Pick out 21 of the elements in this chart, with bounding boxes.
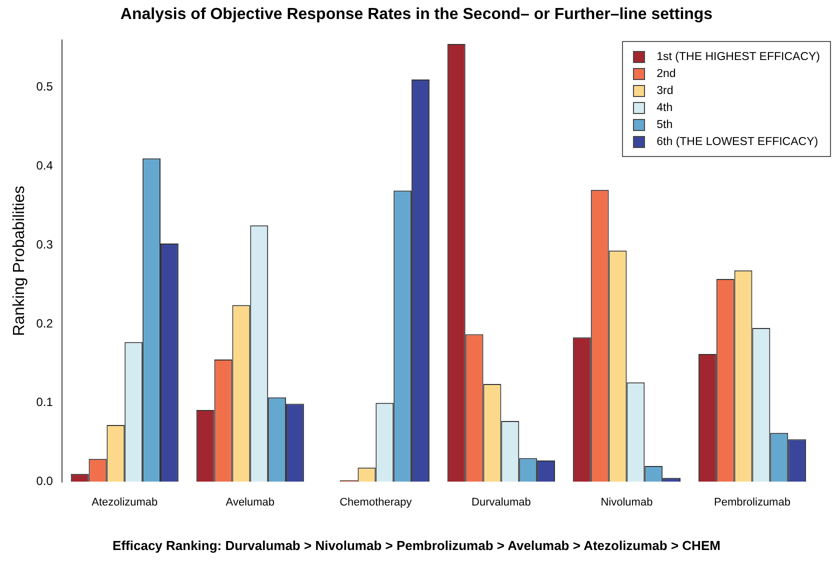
chart-title: Analysis of Objective Response Rates in the Second– or Further–line settings (119, 6, 714, 24)
y-tick-label: 0.1 (36, 395, 54, 410)
x-tick-label: Chemotherapy (340, 496, 412, 508)
x-tick-label: Avelumab (226, 496, 275, 508)
x-tick-label: Durvalumab (472, 496, 531, 508)
legend-label: 6th (THE LOWEST EFFICACY) (656, 136, 818, 148)
x-tick-label: Pembrolizumab (714, 496, 790, 508)
legend-label: 4th (656, 102, 673, 114)
y-tick-label: 0.0 (36, 474, 54, 488)
y-tick-label: 0.2 (36, 316, 54, 330)
x-tick-label: Nivolumab (600, 496, 653, 508)
y-tick-label: 0.5 (36, 80, 54, 94)
x-tick-label: Atezolizumab (92, 496, 158, 508)
y-tick-label: 0.4 (36, 158, 54, 173)
y-axis-title: Ranking Probabilities (11, 186, 28, 336)
legend-label: 1st (THE HIGHEST EFFICACY) (656, 50, 820, 62)
legend-label: 2nd (656, 68, 676, 80)
x-axis-title: Efficacy Ranking: Durvalumab > Nivolumab > Pembrolizumab > Avelumab > Atezolizumab > CHEM (112, 538, 722, 553)
y-tick-label: 0.3 (36, 237, 54, 252)
legend-label: 5th (656, 118, 673, 130)
legend-label: 3rd (656, 84, 674, 96)
